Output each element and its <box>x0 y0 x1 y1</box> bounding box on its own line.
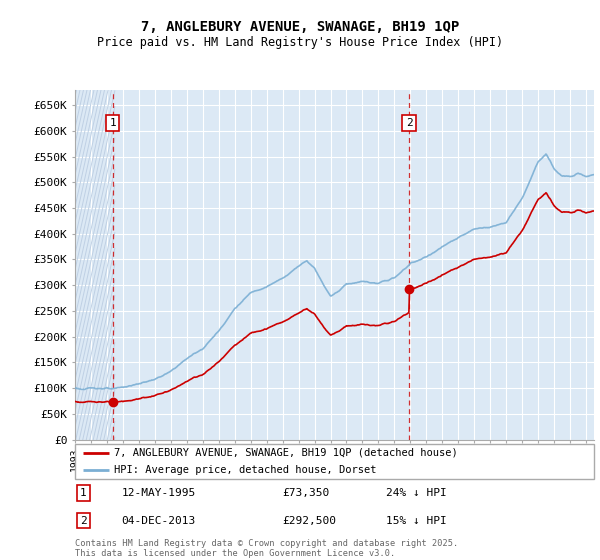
Text: 7, ANGLEBURY AVENUE, SWANAGE, BH19 1QP: 7, ANGLEBURY AVENUE, SWANAGE, BH19 1QP <box>141 20 459 34</box>
Text: HPI: Average price, detached house, Dorset: HPI: Average price, detached house, Dors… <box>114 465 376 475</box>
Text: 1: 1 <box>80 488 87 498</box>
Text: £73,350: £73,350 <box>283 488 330 498</box>
Text: Price paid vs. HM Land Registry's House Price Index (HPI): Price paid vs. HM Land Registry's House … <box>97 36 503 49</box>
Text: 7, ANGLEBURY AVENUE, SWANAGE, BH19 1QP (detached house): 7, ANGLEBURY AVENUE, SWANAGE, BH19 1QP (… <box>114 448 458 458</box>
Text: 2: 2 <box>80 516 87 525</box>
Text: 04-DEC-2013: 04-DEC-2013 <box>122 516 196 525</box>
Text: 24% ↓ HPI: 24% ↓ HPI <box>386 488 447 498</box>
Text: £292,500: £292,500 <box>283 516 337 525</box>
Text: 12-MAY-1995: 12-MAY-1995 <box>122 488 196 498</box>
Text: 1: 1 <box>109 118 116 128</box>
Text: 15% ↓ HPI: 15% ↓ HPI <box>386 516 447 525</box>
Text: 2: 2 <box>406 118 412 128</box>
Text: Contains HM Land Registry data © Crown copyright and database right 2025.
This d: Contains HM Land Registry data © Crown c… <box>75 539 458 558</box>
FancyBboxPatch shape <box>75 444 594 479</box>
